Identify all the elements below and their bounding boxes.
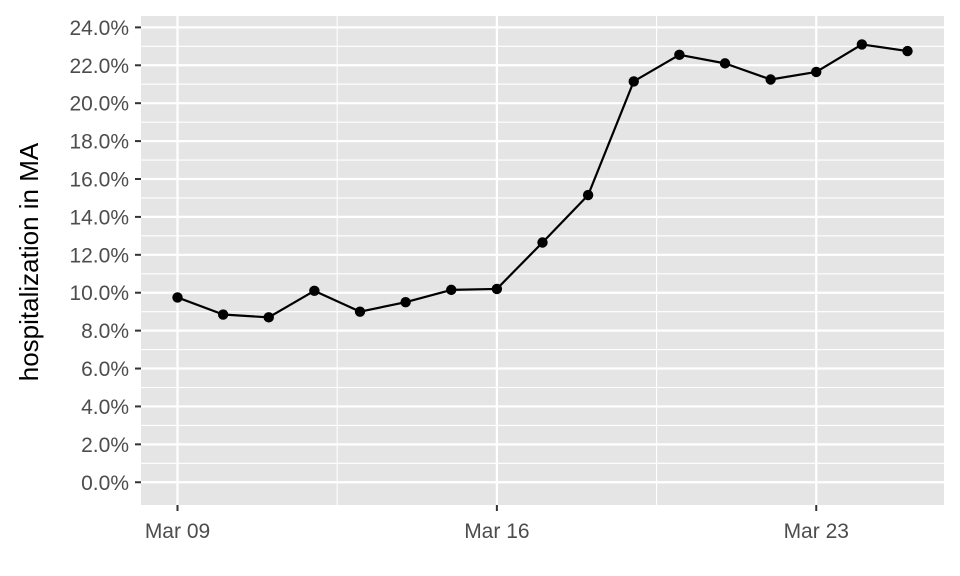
data-point xyxy=(309,285,320,297)
data-point xyxy=(902,45,913,57)
data-point xyxy=(811,66,822,78)
plot-panel xyxy=(141,16,944,505)
y-tick-label: 2.0% xyxy=(81,434,129,457)
x-tick-label: Mar 16 xyxy=(464,520,529,543)
y-tick-label: 0.0% xyxy=(81,472,129,495)
y-tick-label: 16.0% xyxy=(69,169,129,192)
data-point xyxy=(491,283,503,295)
data-point xyxy=(217,309,229,320)
data-point xyxy=(856,39,868,50)
y-tick-label: 24.0% xyxy=(69,17,129,40)
data-point xyxy=(674,49,685,61)
y-tick-label: 22.0% xyxy=(69,55,129,78)
y-tick-label: 18.0% xyxy=(69,131,129,154)
y-tick-label: 20.0% xyxy=(69,93,129,116)
x-tick-label: Mar 23 xyxy=(784,520,849,543)
y-tick-label: 4.0% xyxy=(81,396,129,419)
data-point xyxy=(628,76,639,87)
y-tick-label: 8.0% xyxy=(81,320,129,343)
data-point xyxy=(172,292,183,303)
data-point xyxy=(354,306,366,317)
y-tick-label: 6.0% xyxy=(81,358,129,381)
y-tick-label: 10.0% xyxy=(69,282,129,305)
data-point xyxy=(446,284,457,296)
y-tick-label: 14.0% xyxy=(69,206,129,229)
data-point xyxy=(765,74,776,85)
y-axis-title: hospitalization in MA xyxy=(14,142,44,381)
x-tick-label: Mar 09 xyxy=(145,520,210,543)
data-point xyxy=(400,296,411,308)
data-point xyxy=(582,189,594,201)
y-tick-label: 12.0% xyxy=(69,244,129,267)
data-point xyxy=(719,58,731,69)
data-point xyxy=(263,312,274,323)
data-point xyxy=(537,237,548,248)
